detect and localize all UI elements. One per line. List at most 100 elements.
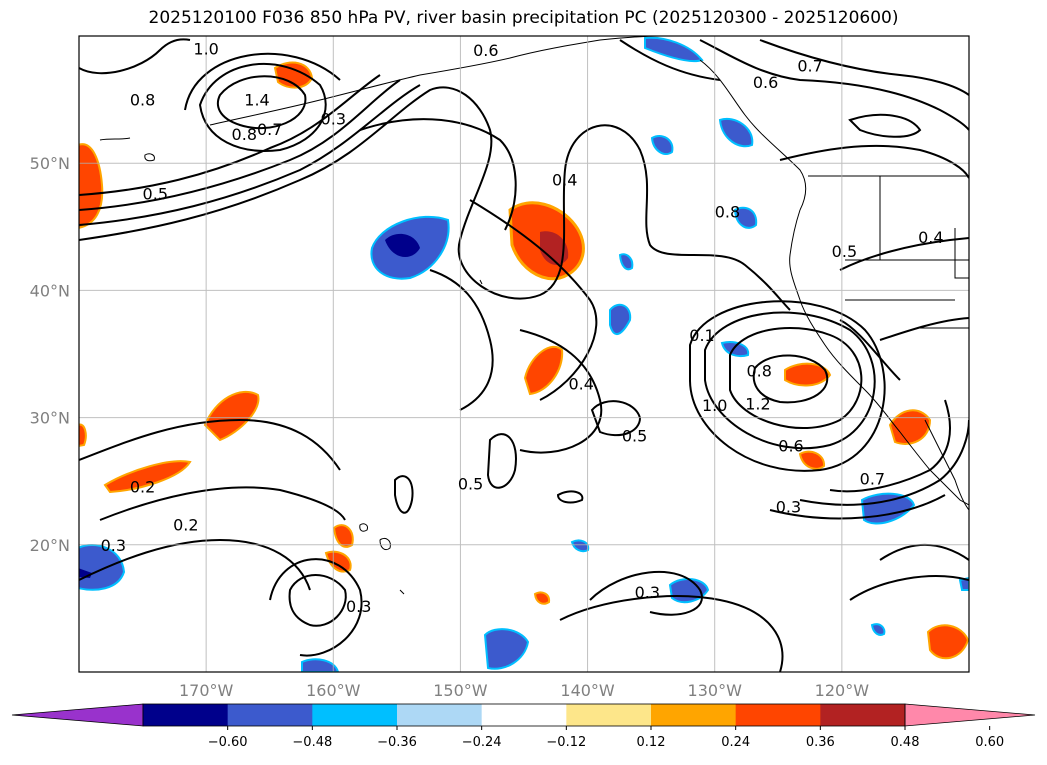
lat-tick-label: 30°N (30, 409, 70, 428)
negative-patch (570, 539, 590, 553)
colorbar-tick-label: −0.60 (208, 735, 248, 750)
bc-coast (699, 59, 807, 211)
lon-tick-label: 150°W (433, 681, 488, 700)
contour-label: 0.3 (776, 498, 801, 517)
positive-patch (324, 524, 354, 573)
positive-patch (784, 362, 832, 387)
contour-label: 0.1 (689, 326, 714, 345)
lat-tick-label: 40°N (30, 281, 70, 300)
negative-patch (644, 36, 704, 62)
negative-patch (860, 492, 916, 525)
negative-patch (650, 134, 674, 156)
colorbar-tick-label: 0.36 (806, 735, 835, 750)
contour-label: 1.4 (244, 91, 269, 110)
colorbar-tick-label: −0.48 (292, 735, 332, 750)
colorbar-extend-high (904, 703, 1036, 727)
lat-tick-label: 50°N (30, 154, 70, 173)
contour-label: 0.4 (918, 228, 943, 247)
contour-label: 0.5 (458, 475, 483, 494)
colorbar-tick-label: 0.60 (975, 735, 1004, 750)
colorbar-segment (735, 704, 821, 726)
positive-patch (798, 450, 825, 470)
negative-patch (385, 233, 420, 258)
contour-label: 0.6 (778, 437, 803, 456)
colorbar-tick-label: 0.24 (721, 735, 750, 750)
negative-patch (720, 341, 750, 358)
positive-patch (103, 460, 192, 494)
colorbar-tick-label: −0.24 (462, 735, 502, 750)
contour-label: 1.2 (745, 395, 770, 414)
negative-patch (609, 303, 632, 335)
positive-patch (533, 591, 551, 605)
negative-patch (618, 253, 634, 271)
negative-patch (483, 628, 530, 670)
contour-label: 0.3 (321, 110, 346, 129)
contour-label: 0.6 (753, 73, 778, 92)
negative-patch (733, 206, 758, 229)
precip-shading (79, 36, 969, 672)
lon-tick-label: 140°W (560, 681, 615, 700)
positive-patch (79, 423, 87, 447)
colorbar-segment (312, 704, 398, 726)
colorbar: −0.60 −0.48 −0.36 −0.24 −0.12 0.12 0.24 0.36 0.4… (11, 703, 1036, 750)
contour-label: 0.7 (797, 56, 822, 75)
contour-label: 0.5 (832, 242, 857, 261)
colorbar-segment (143, 704, 229, 726)
map-frame (78, 35, 970, 673)
contour-label: 0.6 (473, 41, 498, 60)
colorbar-tick-label: 0.48 (891, 735, 920, 750)
aleutian-islands (99, 137, 155, 162)
colorbar-tick-label: −0.12 (546, 735, 586, 750)
positive-patch (540, 231, 569, 265)
contour-label: 0.2 (173, 515, 198, 534)
pnw-coast (789, 209, 901, 433)
state-borders (845, 176, 969, 329)
contour-label: 1.0 (702, 396, 727, 415)
baja-coast (899, 431, 969, 506)
pv-contours (79, 38, 969, 672)
chart-title: 2025120100 F036 850 hPa PV, river basin … (148, 8, 899, 28)
colorbar-extend-low (11, 703, 144, 727)
contour-label: 0.4 (552, 171, 577, 190)
positive-patch (926, 624, 969, 660)
colorbar-segment (397, 704, 483, 726)
colorbar-tick-label: 0.12 (637, 735, 666, 750)
gulf-california (924, 419, 969, 511)
contour-label: 1.0 (193, 40, 218, 59)
colorbar-segment (227, 704, 313, 726)
contour-label: 0.7 (257, 120, 282, 139)
lon-tick-label: 170°W (179, 681, 234, 700)
map-grid (79, 36, 969, 672)
lon-axis: 170°W 160°W 150°W 140°W 130°W 120°W (179, 681, 869, 700)
contour-label: 0.3 (101, 536, 126, 555)
colorbar-segment (820, 704, 906, 726)
lon-tick-label: 160°W (306, 681, 361, 700)
positive-patch (203, 390, 260, 442)
contour-label: 0.8 (746, 362, 771, 381)
colorbar-tick-label: −0.36 (377, 735, 417, 750)
contour-label: 0.4 (568, 374, 593, 393)
contour-label: 0.8 (232, 125, 257, 144)
contour-label: 0.8 (715, 203, 740, 222)
contour-label: 0.5 (622, 426, 647, 445)
lon-tick-label: 130°W (688, 681, 743, 700)
contour-labels: 1.00.8 1.40.8 0.70.30.50.60.70.60.40.80.40… (101, 40, 944, 616)
lat-tick-label: 20°N (30, 536, 70, 555)
coastlines (99, 36, 969, 595)
contour-label: 0.8 (130, 91, 155, 110)
contour-label: 0.3 (346, 597, 371, 616)
contour-label: 0.5 (143, 185, 168, 204)
contour-label: 0.3 (635, 583, 660, 602)
colorbar-segment (566, 704, 652, 726)
contour-label: 0.7 (860, 470, 885, 489)
lon-tick-label: 120°W (815, 681, 870, 700)
positive-patch (79, 143, 104, 229)
positive-patch (888, 409, 932, 445)
contour-label: 0.2 (130, 477, 155, 496)
alaska-coast (209, 36, 661, 126)
colorbar-frame (142, 703, 906, 727)
colorbar-segment (651, 704, 737, 726)
colorbar-segment (481, 704, 567, 726)
negative-patch (870, 623, 886, 636)
